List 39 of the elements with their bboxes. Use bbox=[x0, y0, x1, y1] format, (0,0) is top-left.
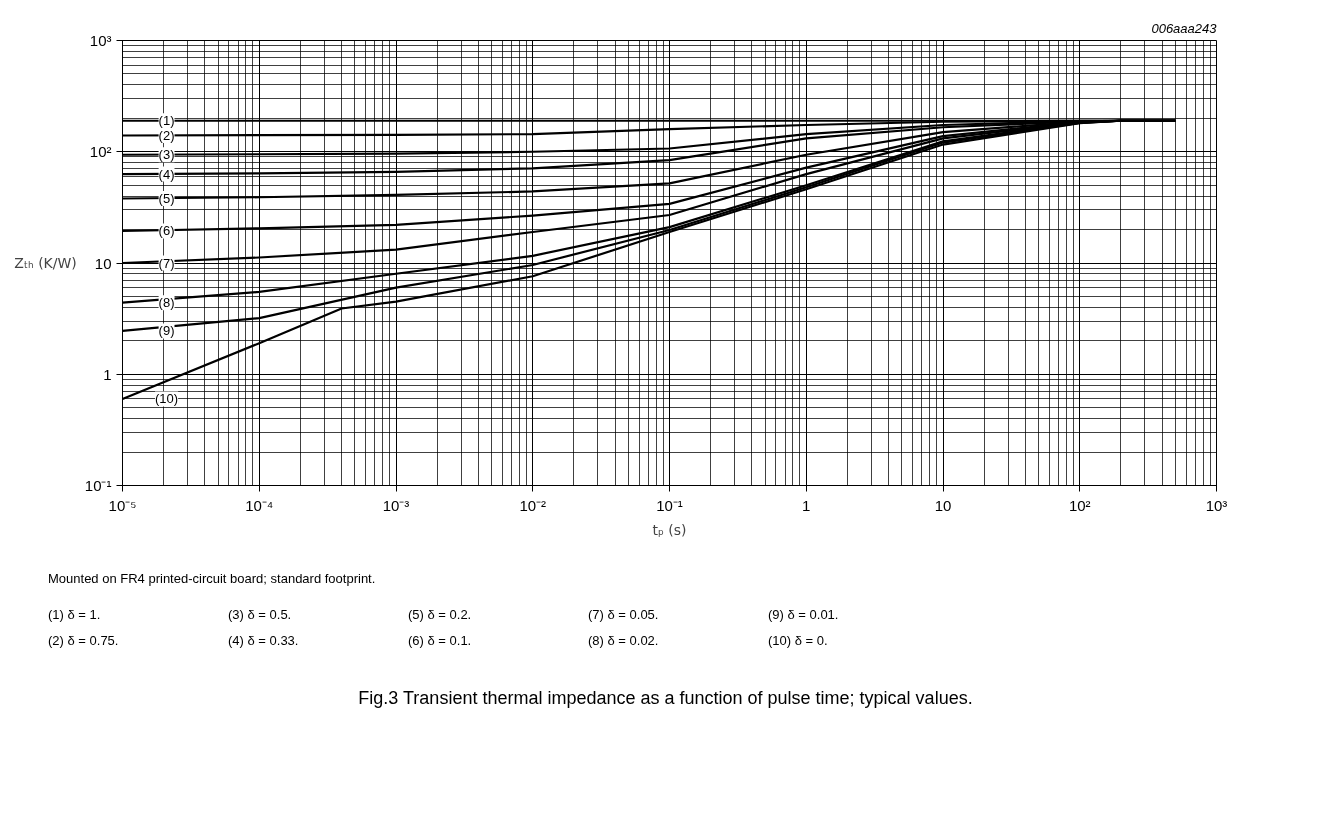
y-tick-label: 10⁻¹ bbox=[84, 477, 112, 494]
text: (9) δ = 0.01. bbox=[768, 605, 840, 624]
series-label: (10) bbox=[155, 391, 179, 407]
y-tick-label: 10² bbox=[89, 143, 112, 161]
x-axis-title: tₚ (s) bbox=[652, 521, 687, 538]
series-label: (2) bbox=[158, 127, 175, 143]
y-tick-label: 10 bbox=[94, 254, 112, 272]
text: Mounted on FR4 printed-circuit board; standard footprint. bbox=[48, 570, 376, 588]
text: 006aaa243 bbox=[1151, 20, 1218, 36]
text: (1) δ = 1. bbox=[48, 605, 102, 624]
text: (3) δ = 0.5. bbox=[228, 605, 293, 624]
x-tick-label: 10⁻² bbox=[519, 496, 547, 514]
x-tick-label: 10⁻³ bbox=[382, 496, 410, 514]
text: (5) δ = 0.2. bbox=[408, 605, 473, 624]
series-label: (8) bbox=[158, 295, 175, 311]
x-tick-label: 10⁻⁴ bbox=[245, 496, 274, 514]
text: (4) δ = 0.33. bbox=[228, 632, 300, 651]
text: (6) δ = 0.1. bbox=[408, 632, 473, 651]
text: Fig.3 Transient thermal impedance as a function of pulse time; typical values. bbox=[358, 686, 973, 710]
series-label: (5) bbox=[158, 191, 175, 206]
text: (7) δ = 0.05. bbox=[588, 605, 660, 624]
x-tick-label: 10⁻¹ bbox=[656, 496, 683, 514]
series-label: (3) bbox=[158, 147, 175, 163]
text: (2) δ = 0.75. bbox=[48, 632, 120, 651]
y-tick-label: 10³ bbox=[89, 32, 112, 49]
series-label: (7) bbox=[158, 255, 175, 271]
series-label: (4) bbox=[158, 166, 175, 182]
series-label: (1) bbox=[158, 113, 175, 129]
y-tick-label: 1 bbox=[103, 365, 112, 383]
series-label: (9) bbox=[158, 323, 175, 339]
x-tick-label: 10⁻⁵ bbox=[108, 496, 137, 514]
series-label: (6) bbox=[158, 223, 175, 239]
x-tick-label: 10² bbox=[1068, 496, 1091, 514]
x-tick-label: 10³ bbox=[1205, 496, 1228, 514]
x-tick-label: 1 bbox=[802, 496, 811, 514]
text: (8) δ = 0.02. bbox=[588, 632, 660, 651]
text: (10) δ = 0. bbox=[768, 632, 829, 651]
y-axis-title: Zₜₕ (K/W) bbox=[14, 255, 77, 271]
x-tick-label: 10 bbox=[934, 496, 952, 514]
